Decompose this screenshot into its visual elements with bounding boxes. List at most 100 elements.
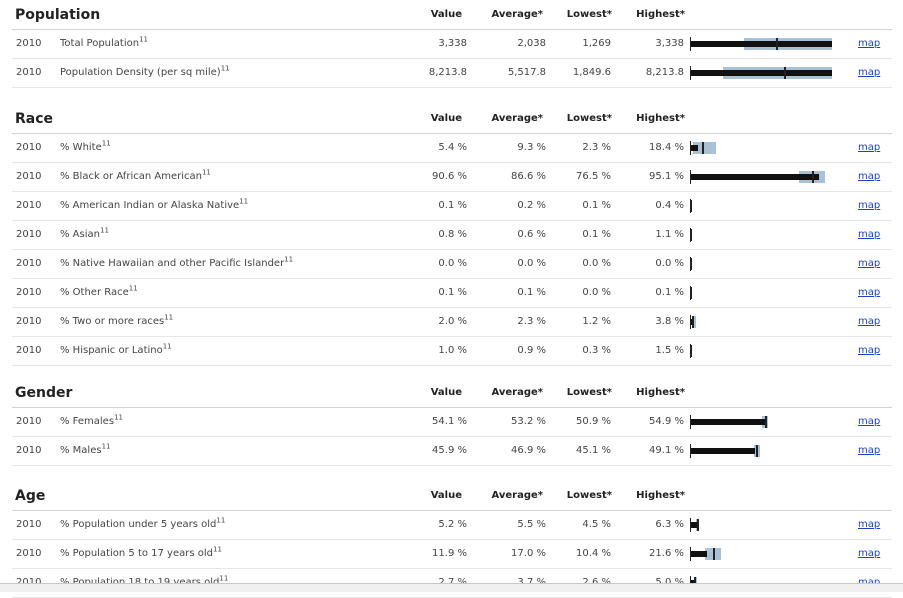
highest-cell: 49.1 %	[649, 445, 684, 456]
bar-average-marker	[690, 200, 692, 212]
column-header-lowest: Lowest*	[566, 113, 612, 124]
year-cell: 2010	[16, 445, 42, 456]
footnote-marker: 11	[239, 197, 249, 206]
indicator-label: % Black or African American11	[60, 163, 211, 191]
table-row: 2010 Population Density (per sq mile)11 8,…	[0, 59, 903, 88]
value-cell: 11.9 %	[432, 548, 467, 559]
map-link[interactable]: map	[858, 67, 881, 78]
map-link[interactable]: map	[858, 416, 881, 427]
map-link[interactable]: map	[858, 519, 881, 530]
table-row: 2010 % Other Race11 0.1 % 0.1 % 0.0 % 0.1 % ma…	[0, 279, 903, 308]
column-header-value: Value	[430, 387, 462, 398]
horizontal-scrollbar[interactable]	[0, 583, 903, 592]
map-link[interactable]: map	[858, 171, 881, 182]
bar-baseline	[690, 257, 691, 271]
column-header-highest: Highest*	[636, 113, 685, 124]
column-header-highest: Highest*	[636, 387, 685, 398]
bar-average-marker	[690, 287, 692, 299]
map-link[interactable]: map	[858, 142, 881, 153]
footnote-marker: 11	[139, 35, 148, 44]
bar-value-fill	[690, 70, 832, 76]
average-cell: 86.6 %	[511, 171, 546, 182]
average-cell: 9.3 %	[517, 142, 546, 153]
indicator-label: % White11	[60, 134, 111, 162]
row-divider	[12, 568, 892, 569]
column-header-value: Value	[430, 490, 462, 501]
map-link[interactable]: map	[858, 548, 881, 559]
footnote-marker: 11	[101, 442, 111, 451]
bar-average-marker	[776, 38, 778, 50]
comparison-bar	[690, 547, 832, 561]
section-title: Population	[15, 7, 101, 23]
bar-baseline	[690, 228, 691, 242]
highest-cell: 54.9 %	[649, 416, 684, 427]
year-cell: 2010	[16, 416, 42, 427]
bar-baseline	[690, 199, 691, 213]
section-gender: Gender Value Average* Lowest* Highest* 2010 % …	[0, 380, 903, 466]
indicator-label-text: % Population 5 to 17 years old	[60, 548, 214, 559]
section-header: Age Value Average* Lowest* Highest*	[0, 483, 903, 511]
map-link[interactable]: map	[858, 445, 881, 456]
lowest-cell: 76.5 %	[576, 171, 611, 182]
table-row: 2010 % American Indian or Alaska Native11…	[0, 192, 903, 221]
average-cell: 3.7 %	[517, 569, 546, 597]
column-header-lowest: Lowest*	[566, 490, 612, 501]
table-row: 2010 % Population 5 to 17 years old11 11.9…	[0, 540, 903, 569]
footnote-marker: 11	[162, 342, 172, 351]
map-link[interactable]: map	[858, 569, 880, 597]
section-age: Age Value Average* Lowest* Highest* 2010 % Pop…	[0, 483, 903, 598]
column-header-average: Average*	[491, 9, 543, 20]
indicator-label: % Two or more races11	[60, 308, 173, 336]
value-cell: 45.9 %	[432, 445, 467, 456]
column-header-highest: Highest*	[636, 490, 685, 501]
map-link[interactable]: map	[858, 229, 881, 240]
bar-baseline	[690, 415, 691, 429]
map-link[interactable]: map	[858, 345, 881, 356]
average-cell: 46.9 %	[511, 445, 546, 456]
map-link[interactable]: map	[858, 316, 881, 327]
average-cell: 2.3 %	[517, 316, 546, 327]
table-row: 2010 % White11 5.4 % 9.3 % 2.3 % 18.4 % map	[0, 134, 903, 163]
highest-cell: 1.1 %	[655, 229, 684, 240]
row-divider	[12, 465, 892, 466]
bar-average-marker	[697, 519, 699, 531]
row-divider	[12, 191, 892, 192]
comparison-bar	[690, 199, 832, 213]
year-cell: 2010	[16, 258, 42, 269]
year-cell: 2010	[16, 519, 42, 530]
column-header-average: Average*	[491, 113, 543, 124]
row-divider	[12, 307, 892, 308]
highest-cell: 3,338	[655, 38, 684, 49]
value-cell: 0.1 %	[438, 200, 467, 211]
map-link[interactable]: map	[858, 287, 881, 298]
indicator-label: % Females11	[60, 408, 123, 436]
bar-value-fill	[690, 174, 819, 180]
value-cell: 54.1 %	[432, 416, 467, 427]
map-link[interactable]: map	[858, 258, 881, 269]
average-cell: 0.6 %	[517, 229, 546, 240]
highest-cell: 5.0 %	[655, 569, 684, 597]
indicator-label-text: % Black or African American	[60, 171, 202, 182]
table-row: 2010 % Males11 45.9 % 46.9 % 45.1 % 49.1 % map	[0, 437, 903, 466]
footnote-marker: 11	[220, 64, 230, 73]
footnote-marker: 11	[201, 168, 211, 177]
table-row: 2010 Total Population11 3,338 2,038 1,269 3,3…	[0, 30, 903, 59]
indicator-label-text: % Asian	[60, 229, 100, 240]
bar-value-fill	[690, 319, 693, 325]
row-divider	[12, 278, 892, 279]
highest-cell: 0.1 %	[655, 287, 684, 298]
map-link[interactable]: map	[858, 38, 881, 49]
map-link[interactable]: map	[858, 200, 881, 211]
highest-cell: 8,213.8	[645, 67, 684, 78]
bar-average-marker	[756, 445, 758, 457]
footnote-marker: 11	[101, 139, 111, 148]
bar-value-fill	[690, 145, 698, 151]
bar-baseline	[690, 141, 691, 155]
section-title: Race	[15, 111, 54, 127]
bar-baseline	[690, 518, 691, 532]
year-cell: 2010	[16, 67, 42, 78]
bar-average-marker	[713, 548, 715, 560]
column-header-value: Value	[430, 9, 462, 20]
lowest-cell: 0.1 %	[582, 200, 611, 211]
